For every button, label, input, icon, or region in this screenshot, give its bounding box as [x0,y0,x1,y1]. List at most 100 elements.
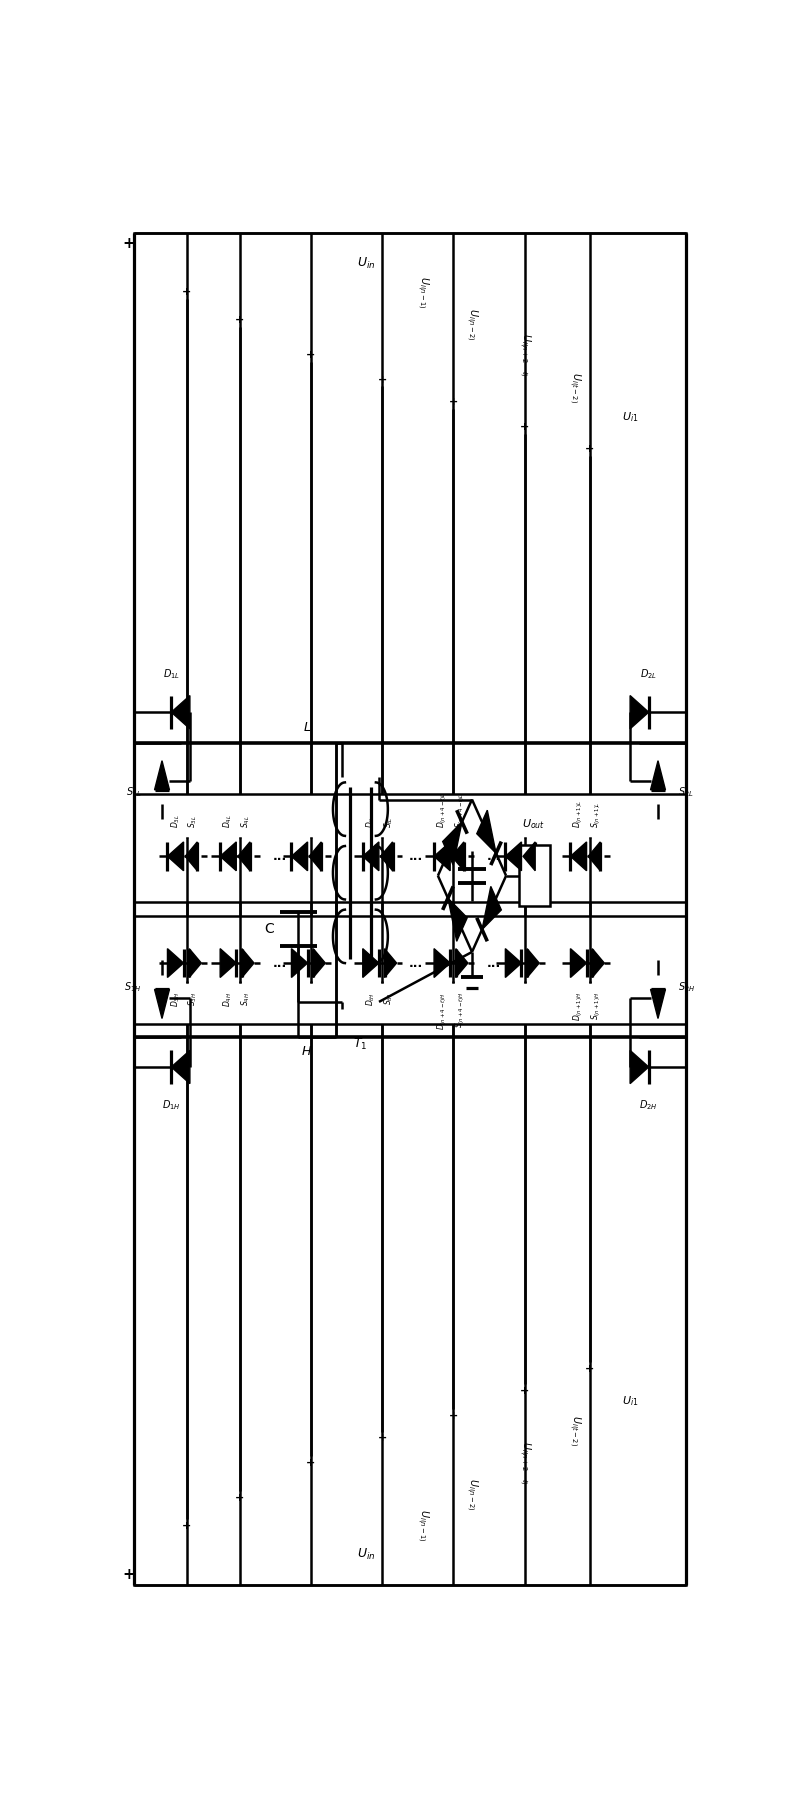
Text: $S_{4H}$: $S_{4H}$ [240,992,252,1006]
Text: $U_{i(n+2-t)}$: $U_{i(n+2-t)}$ [517,333,533,376]
Text: $S_{tL}$: $S_{tL}$ [382,815,394,828]
Bar [518,846,550,905]
Polygon shape [385,949,397,977]
Text: ...: ... [273,956,287,970]
Text: $U_{i(n-2)}$: $U_{i(n-2)}$ [464,1478,480,1510]
Polygon shape [523,842,535,871]
Polygon shape [650,761,666,790]
Polygon shape [362,949,379,977]
Text: $D_{2L}$: $D_{2L}$ [640,668,658,680]
Polygon shape [291,949,307,977]
Text: +: + [585,445,594,454]
Text: $D_{1L}$: $D_{1L}$ [162,668,180,680]
Text: $D_{1H}$: $D_{1H}$ [162,1098,181,1112]
Text: +: + [449,396,458,407]
Polygon shape [154,761,170,790]
Text: ...: ... [486,956,501,970]
Text: $U_{i(n-2)}$: $U_{i(n-2)}$ [464,308,480,340]
Polygon shape [381,842,393,871]
Polygon shape [650,990,666,1019]
Text: $S_{(n+4-t)L}$: $S_{(n+4-t)L}$ [453,792,466,828]
Text: $U_{i(n+2-t)}$: $U_{i(n+2-t)}$ [517,1442,533,1485]
Text: $D_{4L}$: $D_{4L}$ [222,814,234,828]
Text: ...: ... [409,850,423,862]
Bar [134,232,686,1586]
Text: $S_{tH}$: $S_{tH}$ [382,992,394,1004]
Text: +: + [306,349,315,360]
Text: $S_{3L}$: $S_{3L}$ [187,815,199,828]
Text: $S_{2H}$: $S_{2H}$ [678,981,696,994]
Polygon shape [167,842,183,871]
Text: $S_{3H}$: $S_{3H}$ [187,992,199,1006]
Text: +: + [378,374,386,385]
Text: $D_{(n+1)H}$: $D_{(n+1)H}$ [572,992,586,1021]
Polygon shape [314,949,326,977]
Text: +: + [378,1433,386,1444]
Polygon shape [238,842,250,871]
Text: $S_{(n+1)L}$: $S_{(n+1)L}$ [590,801,603,828]
Text: $S_{2L}$: $S_{2L}$ [678,785,694,799]
Text: ...: ... [409,956,423,970]
Polygon shape [452,842,464,871]
Text: $S_{1L}$: $S_{1L}$ [126,785,142,799]
Text: $U_{i(t-2)}$: $U_{i(t-2)}$ [566,1415,582,1445]
Polygon shape [185,842,198,871]
Polygon shape [570,949,586,977]
Polygon shape [506,949,522,977]
Text: $S_{(n+4-t)H}$: $S_{(n+4-t)H}$ [453,992,466,1028]
Text: C: C [264,922,274,936]
Polygon shape [630,695,649,729]
Polygon shape [220,949,236,977]
Text: +: + [182,1521,191,1530]
Text: $U_{i(t-2)}$: $U_{i(t-2)}$ [566,373,582,403]
Text: +: + [122,1566,135,1582]
Polygon shape [456,949,468,977]
Text: H: H [302,1044,310,1058]
Polygon shape [220,842,236,871]
Text: +: + [585,1364,594,1373]
Text: $D_{4H}$: $D_{4H}$ [222,992,234,1006]
Text: +: + [122,236,135,252]
Text: $D_{(n+1)L}$: $D_{(n+1)L}$ [572,799,586,828]
Polygon shape [570,842,586,871]
Text: $D_{tH}$: $D_{tH}$ [365,992,377,1006]
Text: $U_{i(n-1)}$: $U_{i(n-1)}$ [414,275,430,308]
Polygon shape [190,949,202,977]
Text: +: + [306,1458,315,1469]
Text: $D_{2H}$: $D_{2H}$ [639,1098,658,1112]
Text: $D_{(n+4-t)H}$: $D_{(n+4-t)H}$ [435,992,449,1030]
Polygon shape [482,886,502,929]
Polygon shape [309,842,322,871]
Text: +: + [520,421,530,432]
Text: ...: ... [273,850,287,862]
Polygon shape [171,695,190,729]
Text: $D_{(n+4-t)L}$: $D_{(n+4-t)L}$ [435,792,449,828]
Text: $U_{out}$: $U_{out}$ [522,817,545,832]
Polygon shape [171,1051,190,1084]
Polygon shape [154,990,170,1019]
Text: ...: ... [486,850,501,862]
Text: $U_{i(n-1)}$: $U_{i(n-1)}$ [414,1510,430,1543]
Polygon shape [527,949,539,977]
Polygon shape [630,1051,649,1084]
Text: $D_{tL}$: $D_{tL}$ [365,815,377,828]
Text: $D_{3H}$: $D_{3H}$ [170,992,182,1006]
Polygon shape [434,842,450,871]
Polygon shape [448,898,467,941]
Text: $U_{i1}$: $U_{i1}$ [622,410,638,423]
Text: +: + [449,1411,458,1422]
Polygon shape [362,842,379,871]
Polygon shape [442,823,462,866]
Text: $U_{in}$: $U_{in}$ [358,256,376,270]
Text: $U_{in}$: $U_{in}$ [358,1548,376,1562]
Polygon shape [588,842,600,871]
Text: +: + [182,288,191,297]
Polygon shape [506,842,522,871]
Text: L: L [304,722,310,734]
Text: $S_{1H}$: $S_{1H}$ [124,981,142,994]
Polygon shape [477,810,496,853]
Text: +: + [520,1386,530,1397]
Text: $S_{(n+1)H}$: $S_{(n+1)H}$ [590,992,603,1021]
Text: $T_1$: $T_1$ [354,1037,367,1051]
Polygon shape [592,949,604,977]
